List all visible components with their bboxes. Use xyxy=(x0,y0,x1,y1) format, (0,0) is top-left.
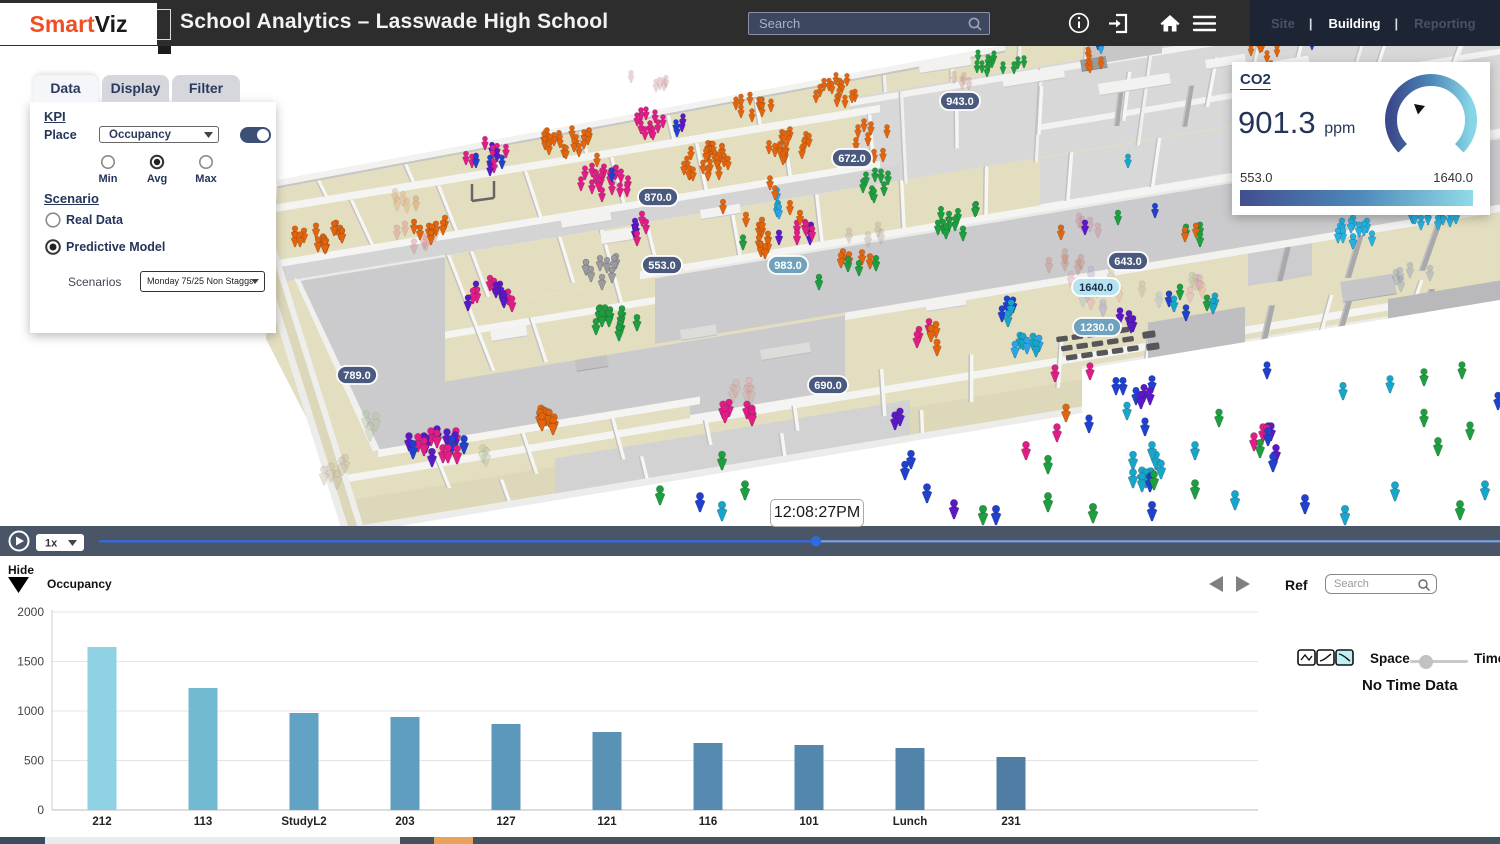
svg-text:StudyL2: StudyL2 xyxy=(281,816,326,828)
svg-text:Avg: Avg xyxy=(147,173,167,185)
svg-text:553.0: 553.0 xyxy=(648,260,676,272)
svg-text:113: 113 xyxy=(194,816,213,828)
svg-text:Time: Time xyxy=(1474,651,1500,666)
svg-text:1000: 1000 xyxy=(17,704,44,718)
svg-text:Predictive Model: Predictive Model xyxy=(66,240,165,254)
svg-text:Real Data: Real Data xyxy=(66,213,124,227)
svg-text:500: 500 xyxy=(24,754,44,768)
svg-text:870.0: 870.0 xyxy=(644,192,672,204)
svg-text:121: 121 xyxy=(597,816,617,828)
svg-text:1640.0: 1640.0 xyxy=(1079,282,1113,294)
svg-text:203: 203 xyxy=(395,816,414,828)
svg-text:0: 0 xyxy=(37,803,44,817)
svg-text:212: 212 xyxy=(92,816,111,828)
svg-text:983.0: 983.0 xyxy=(774,260,802,272)
svg-text:672.0: 672.0 xyxy=(838,153,866,165)
svg-text:No Time Data: No Time Data xyxy=(1362,677,1458,694)
svg-text:1230.0: 1230.0 xyxy=(1080,322,1114,334)
svg-text:101: 101 xyxy=(799,816,819,828)
svg-text:116: 116 xyxy=(699,816,718,828)
svg-text:231: 231 xyxy=(1001,816,1021,828)
svg-text:Space: Space xyxy=(1370,651,1410,666)
svg-text:127: 127 xyxy=(496,816,515,828)
svg-text:Min: Min xyxy=(99,173,118,185)
svg-text:789.0: 789.0 xyxy=(343,370,371,382)
svg-text:Max: Max xyxy=(195,173,217,185)
svg-text:643.0: 643.0 xyxy=(1114,256,1142,268)
svg-text:1500: 1500 xyxy=(17,655,44,669)
svg-text:2000: 2000 xyxy=(17,605,44,619)
svg-text:1x: 1x xyxy=(45,538,58,550)
svg-text:690.0: 690.0 xyxy=(814,380,842,392)
svg-text:Lunch: Lunch xyxy=(893,816,928,828)
svg-text:943.0: 943.0 xyxy=(946,96,974,108)
